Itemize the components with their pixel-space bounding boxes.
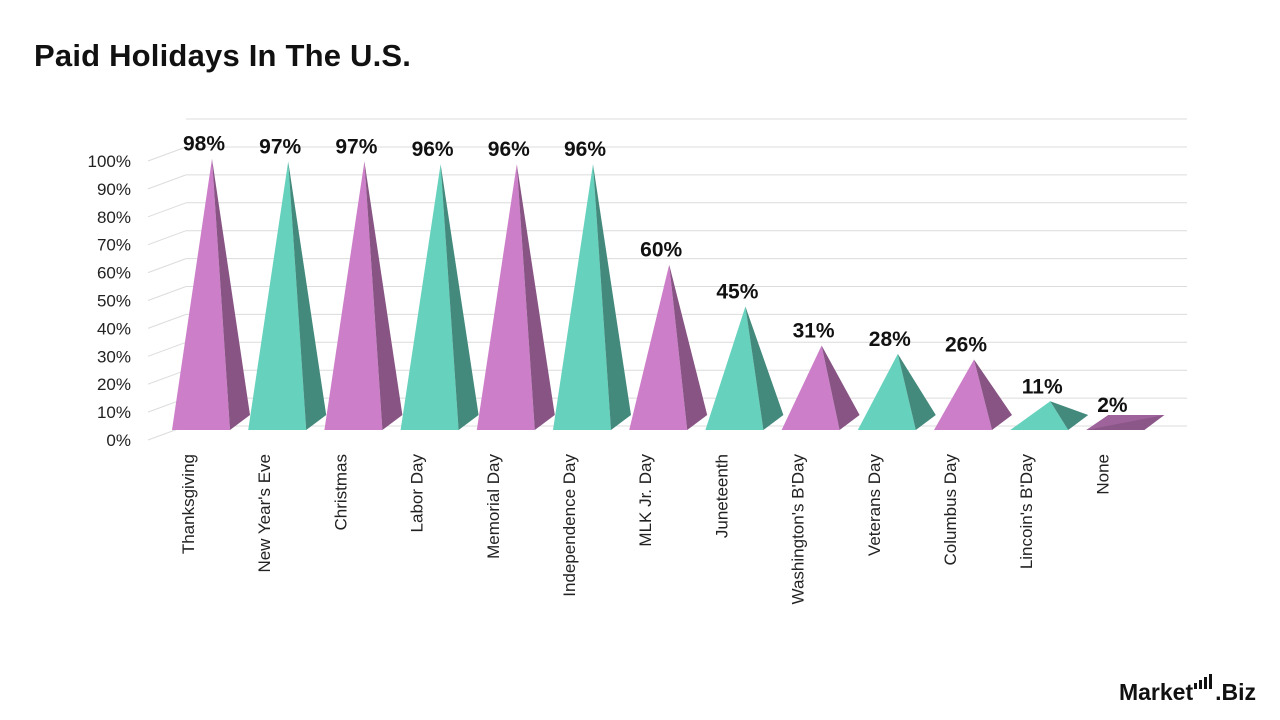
x-tick-label: Christmas [331,454,350,531]
data-label: 96% [412,138,454,161]
bar [1010,401,1089,430]
bar-front-face [857,353,916,430]
y-tick-label: 10% [97,403,131,422]
x-tick-label: Lincoin's B'Day [1017,454,1036,570]
data-label: 96% [488,138,530,161]
bar [934,359,1012,430]
bars [172,158,1165,430]
bar-side-face [669,264,708,430]
bar [781,345,860,430]
bar [172,158,250,430]
x-tick-label: Independence Day [560,454,579,597]
bar-side-face [364,161,403,430]
x-axis: Thanksgiving New Year's Eve Christmas Labor… [179,454,1112,605]
bar-chart-icon [1194,674,1214,689]
gridline-depth [147,369,187,385]
data-label: 96% [564,138,606,161]
bar [400,164,479,430]
gridline-depth [147,313,187,329]
bar-side-face [974,359,1012,430]
data-label: 45% [716,280,758,303]
data-label: 2% [1097,394,1128,417]
data-label: 60% [640,239,682,262]
bar-front-face [934,359,992,430]
x-tick-label: Thanksgiving [179,454,198,554]
y-tick-label: 60% [97,264,131,283]
bar-front-face [553,164,611,430]
bar-front-face [476,164,535,430]
y-axis: 0% 10% 20% 30% 40% 50% 60% 70% 80% 90% 100% [88,152,131,450]
bar-front-face [629,264,688,430]
bar-side-face [516,164,555,430]
x-tick-label: Memorial Day [484,454,503,559]
gridline-depth [147,341,187,357]
bar [857,353,936,430]
gridline-depth [147,174,187,190]
data-label: 28% [869,328,911,351]
y-tick-label: 40% [97,319,131,338]
y-tick-label: 90% [97,180,131,199]
bar [629,264,708,430]
x-tick-label: New Year's Eve [255,454,274,573]
x-tick-label: Labor Day [408,454,427,533]
x-tick-label: Veterans Day [865,454,884,557]
bar-side-face [897,353,936,430]
bar [553,164,631,430]
y-tick-label: 0% [106,431,131,450]
x-tick-label: Columbus Day [941,454,960,566]
data-labels: 98% 97% 97% 96% 96% 96% 60% 45% 31% 28% 26% 11% 2% [183,133,1128,417]
data-label: 97% [335,135,377,158]
gridline-depth [147,146,187,162]
bar [324,161,403,430]
page-title: Paid Holidays In The U.S. [34,38,412,73]
bar-front-face [324,161,383,430]
gridline-depth [147,258,187,274]
x-tick-label: Juneteenth [712,454,731,538]
data-label: 31% [793,320,835,343]
bar [705,306,784,430]
gridline-depth [147,202,187,218]
bar [248,161,327,430]
brand-logo: Market .Biz [1119,674,1256,706]
x-tick-label: None [1093,454,1112,495]
brand-name-a: Market [1118,679,1194,705]
data-label: 11% [1022,375,1063,398]
bar-side-face [593,164,631,430]
bar [476,164,555,430]
y-tick-label: 70% [97,236,131,255]
x-tick-label: Washington's B'Day [789,454,808,605]
data-label: 97% [259,135,301,158]
bar [1086,415,1165,430]
y-tick-label: 100% [88,152,131,171]
bar-side-face [440,164,479,430]
y-tick-label: 80% [97,208,131,227]
x-tick-label: MLK Jr. Day [636,454,655,547]
gridline-depth [147,286,187,301]
bar-front-face [172,158,230,430]
bar-side-face [1050,401,1089,430]
bar-front-face [1010,401,1069,430]
bar-side-face [288,161,327,430]
brand-name-b: .Biz [1215,679,1256,705]
y-tick-label: 30% [97,347,131,366]
bar-front-face [781,345,840,430]
data-label: 98% [183,133,225,156]
bar-side-face [821,345,860,430]
bar-front-face [248,161,307,430]
bar-front-face [400,164,459,430]
y-tick-label: 50% [97,292,131,311]
bar-side-face [212,158,250,430]
y-tick-label: 20% [97,375,131,394]
bar-side-face [745,306,784,430]
bar-front-face [705,306,764,430]
gridline-depth [147,230,187,246]
data-label: 26% [945,333,987,356]
